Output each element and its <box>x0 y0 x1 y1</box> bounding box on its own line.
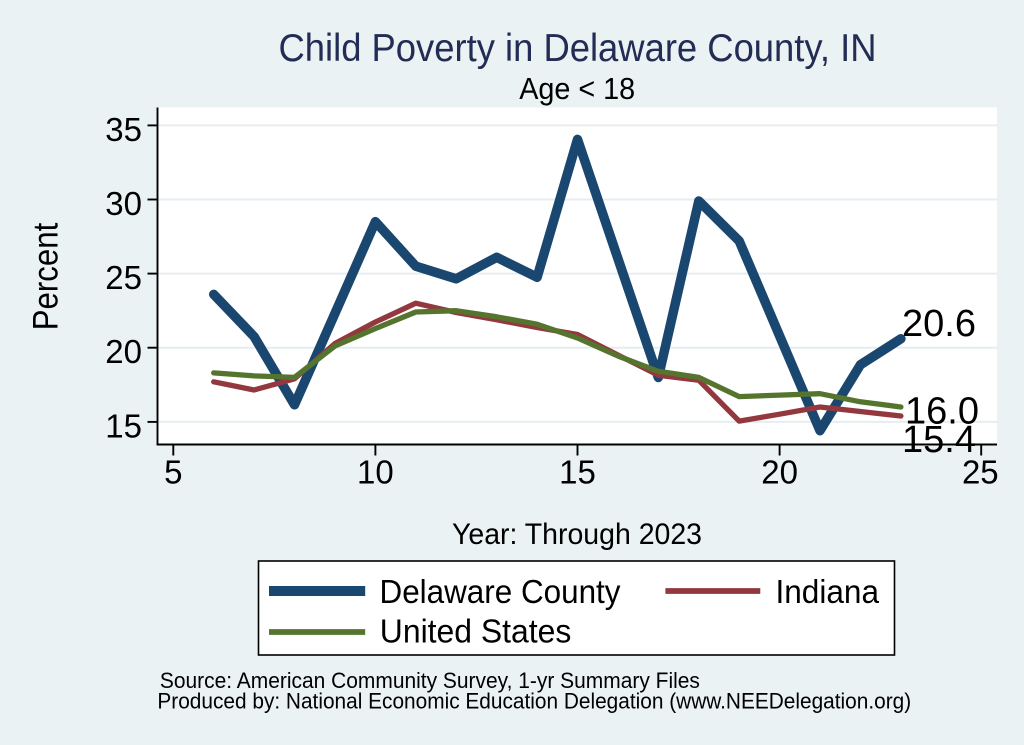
svg-text:30: 30 <box>105 185 142 222</box>
svg-text:20.6: 20.6 <box>902 303 976 345</box>
svg-text:10: 10 <box>357 454 394 491</box>
svg-text:Delaware County: Delaware County <box>380 573 621 610</box>
svg-text:25: 25 <box>962 454 999 491</box>
svg-text:Age < 18: Age < 18 <box>519 71 635 106</box>
svg-text:16.0: 16.0 <box>905 390 979 432</box>
svg-text:Indiana: Indiana <box>776 573 880 610</box>
svg-text:5: 5 <box>164 454 182 491</box>
svg-text:15: 15 <box>559 454 596 491</box>
svg-text:20: 20 <box>105 333 142 370</box>
svg-text:25: 25 <box>105 259 142 296</box>
svg-text:Source: American Community Sur: Source: American Community Survey, 1-yr … <box>160 668 700 693</box>
svg-text:15.4: 15.4 <box>902 419 976 461</box>
svg-text:Child Poverty in Delaware Coun: Child Poverty in Delaware County, IN <box>279 27 877 70</box>
svg-text:Produced by: National Economic: Produced by: National Economic Education… <box>157 689 911 714</box>
svg-text:Percent: Percent <box>27 223 66 331</box>
svg-text:35: 35 <box>105 111 142 148</box>
svg-text:Year: Through 2023: Year: Through 2023 <box>452 518 702 551</box>
svg-text:20: 20 <box>761 454 798 491</box>
svg-text:15: 15 <box>105 407 142 444</box>
svg-text:United States: United States <box>380 613 572 650</box>
